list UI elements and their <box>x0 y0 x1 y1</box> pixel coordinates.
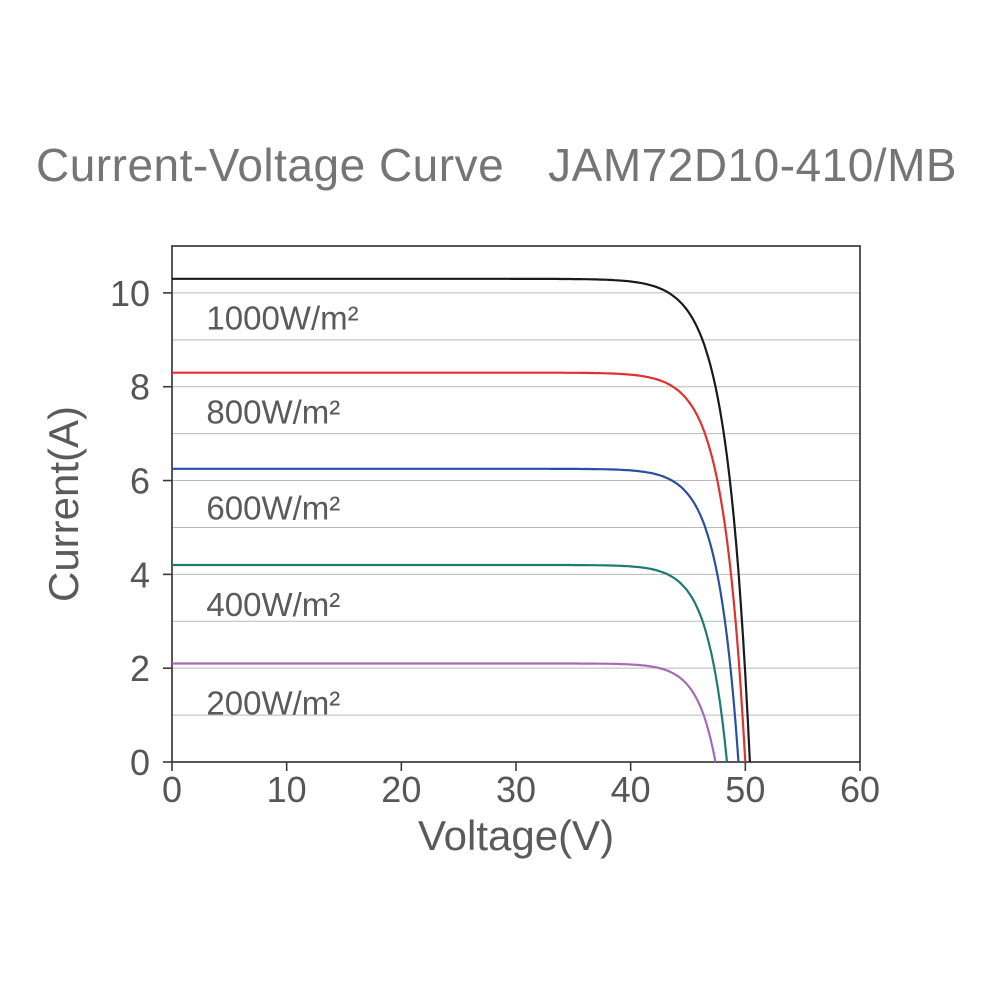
iv-curve-800W/m² <box>172 371 747 763</box>
curve-label-200W/m²: 200W/m² <box>206 684 340 721</box>
x-tick-label: 50 <box>725 769 765 810</box>
x-tick-label: 0 <box>162 769 182 810</box>
x-axis-title: Voltage(V) <box>418 812 614 859</box>
curve-label-800W/m²: 800W/m² <box>206 394 340 431</box>
x-tick-label: 60 <box>840 769 880 810</box>
chart-title-main: Current-Voltage Curve <box>36 139 505 191</box>
iv-curve-200W/m² <box>172 662 717 763</box>
iv-curve-600W/m² <box>172 467 740 763</box>
y-tick-label: 6 <box>130 461 150 502</box>
y-tick-label: 8 <box>130 367 150 408</box>
iv-curve-1000W/m² <box>172 277 751 763</box>
y-axis-title: Current(A) <box>40 406 87 602</box>
iv-curve-400W/m² <box>172 563 729 763</box>
curve-label-1000W/m²: 1000W/m² <box>206 300 358 337</box>
x-tick-label: 20 <box>381 769 421 810</box>
chart-title: Current-Voltage Curve JAM72D10-410/MB <box>36 138 957 192</box>
y-tick-label: 2 <box>130 648 150 689</box>
chart-title-model: JAM72D10-410/MB <box>548 139 958 191</box>
curve-label-400W/m²: 400W/m² <box>206 586 340 623</box>
x-tick-label: 30 <box>496 769 536 810</box>
y-tick-label: 0 <box>130 742 150 783</box>
x-tick-label: 10 <box>267 769 307 810</box>
y-tick-label: 4 <box>130 554 150 595</box>
y-tick-label: 10 <box>110 273 150 314</box>
x-tick-label: 40 <box>611 769 651 810</box>
curve-label-600W/m²: 600W/m² <box>206 490 340 527</box>
